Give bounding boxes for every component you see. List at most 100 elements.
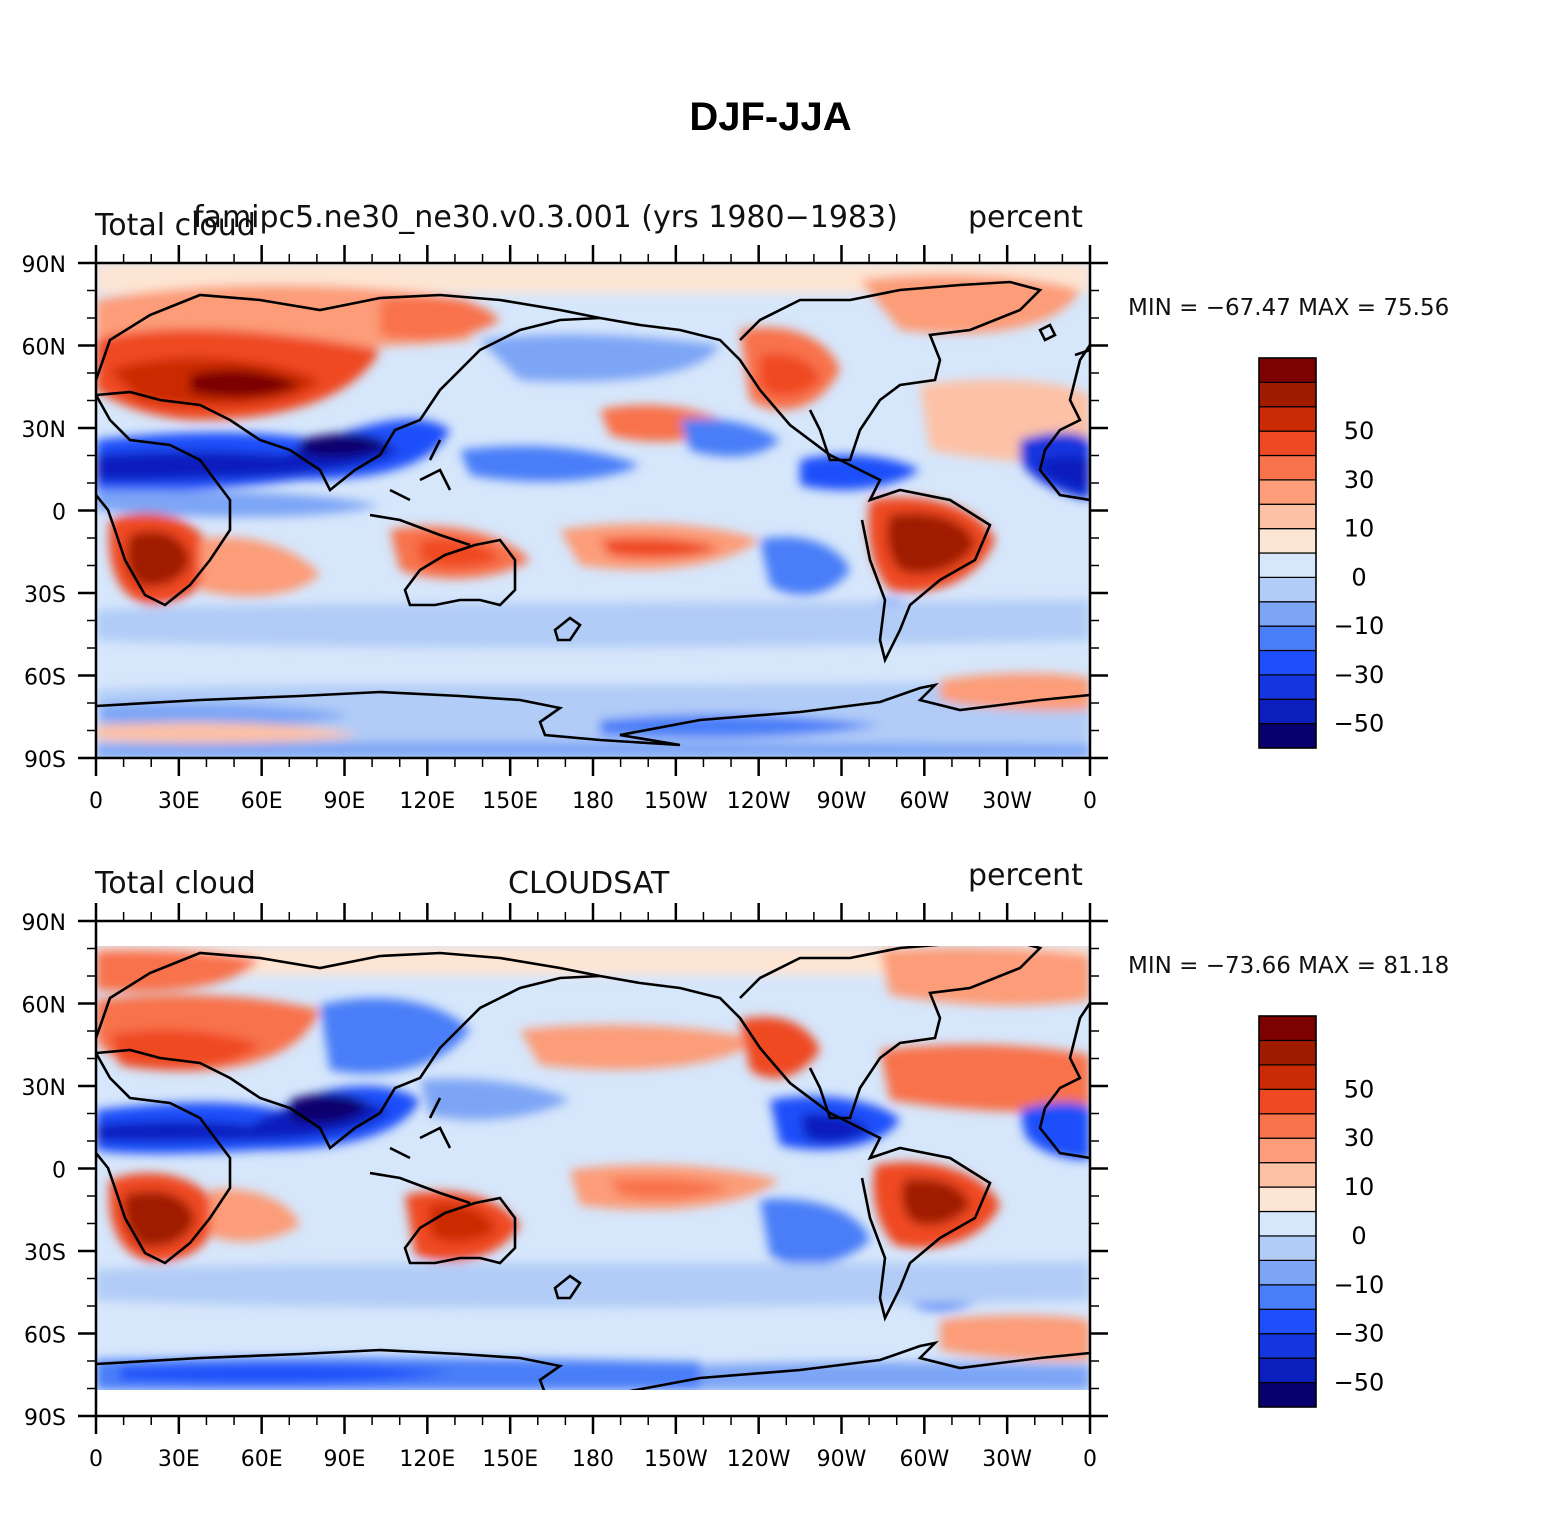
colorbar-label: −30 xyxy=(1334,661,1385,689)
page-title: DJF-JJA xyxy=(689,95,852,139)
colorbar-box xyxy=(1258,1308,1317,1335)
panel2-map xyxy=(94,919,1092,1418)
colorbar-box xyxy=(1258,1333,1317,1359)
lon-label: 0 xyxy=(1083,789,1097,814)
colorbar-box xyxy=(1258,601,1317,627)
panel2-case-label: CLOUDSAT xyxy=(508,866,670,901)
colorbar-box xyxy=(1258,552,1317,578)
panel1-case-label: famipc5.ne30_ne30.v0.3.001 (yrs 1980−198… xyxy=(193,200,898,235)
colorbar-box xyxy=(1258,406,1317,432)
colorbar-label: −10 xyxy=(1334,1271,1385,1299)
colorbar-box xyxy=(1258,1235,1317,1261)
colorbar-box xyxy=(1258,1186,1317,1213)
lon-label: 60W xyxy=(899,1447,949,1472)
colorbar-label: 50 xyxy=(1344,1075,1375,1103)
panel1-variable-label: Total cloud xyxy=(95,208,256,243)
panel2-coastlines xyxy=(96,946,1090,1390)
colorbar-box xyxy=(1258,1088,1317,1115)
colorbar-label: 10 xyxy=(1344,515,1375,543)
lon-label: 30E xyxy=(158,789,200,814)
colorbar-box xyxy=(1258,1357,1317,1384)
lon-label: 90W xyxy=(817,1447,867,1472)
lat-label: 90S xyxy=(24,1406,66,1431)
lon-label: 120W xyxy=(727,789,791,814)
colorbar-layer: 50 30 10 0 −10 −30 −50 50 30 10 0 −10 −30 −50 xyxy=(1258,357,1385,1408)
colorbar-label: −10 xyxy=(1334,612,1385,640)
lon-label: 120E xyxy=(399,789,455,814)
colorbar-label: −50 xyxy=(1334,710,1385,738)
lon-label: 90W xyxy=(817,789,867,814)
colorbar-box xyxy=(1258,723,1317,749)
lon-label: 0 xyxy=(1083,1447,1097,1472)
colorbar-box xyxy=(1258,1064,1317,1090)
colorbar-box xyxy=(1258,1284,1317,1310)
colorbar-box xyxy=(1258,576,1317,603)
lon-label: 150E xyxy=(482,789,538,814)
colorbar-box xyxy=(1258,430,1317,457)
panel1-coastlines xyxy=(96,280,1090,747)
colorbar-box xyxy=(1258,1381,1317,1408)
panel2-minmax: MIN = −73.66 MAX = 81.18 xyxy=(1128,953,1450,979)
colorbar-box xyxy=(1258,1137,1317,1164)
panel2-units-label: percent xyxy=(968,858,1083,893)
colorbar-box xyxy=(1258,503,1317,530)
colorbar-label: 50 xyxy=(1344,417,1375,445)
colorbar-box xyxy=(1258,381,1317,408)
lon-label: 180 xyxy=(572,1447,614,1472)
lon-label: 120W xyxy=(727,1447,791,1472)
colorbar-label: 10 xyxy=(1344,1173,1375,1201)
colorbar-frame xyxy=(1258,357,1317,749)
colorbar-box xyxy=(1258,1015,1317,1042)
colorbar-box xyxy=(1258,479,1317,505)
colorbar-box xyxy=(1258,1039,1317,1066)
panel1-map xyxy=(94,261,1092,760)
lon-label: 0 xyxy=(89,789,103,814)
lat-label: 90S xyxy=(24,748,66,773)
colorbar-box xyxy=(1258,1113,1317,1139)
colorbar-box xyxy=(1258,1210,1317,1237)
colorbar-label: −50 xyxy=(1334,1369,1385,1397)
lat-label: 60N xyxy=(22,994,66,1019)
lat-label: 90N xyxy=(22,911,66,936)
lat-label: 30S xyxy=(24,583,66,608)
lon-label: 90E xyxy=(324,789,366,814)
colorbar-label: −30 xyxy=(1334,1320,1385,1348)
colorbar-label: 0 xyxy=(1351,1222,1366,1250)
lat-label: 90N xyxy=(22,253,66,278)
lon-label: 150E xyxy=(482,1447,538,1472)
lat-label: 0 xyxy=(52,1159,66,1184)
lon-label: 30E xyxy=(158,1447,200,1472)
colorbar-box xyxy=(1258,698,1317,725)
lon-label: 30W xyxy=(982,1447,1032,1472)
lon-label: 180 xyxy=(572,789,614,814)
lon-label: 60W xyxy=(899,789,949,814)
colorbar-box xyxy=(1258,1162,1317,1188)
lon-label: 90E xyxy=(324,1447,366,1472)
colorbar-label: 30 xyxy=(1344,466,1375,494)
colorbar-box xyxy=(1258,625,1317,652)
lat-label: 30S xyxy=(24,1241,66,1266)
colorbar-box xyxy=(1258,454,1317,481)
colorbar-box xyxy=(1258,528,1317,554)
panel2-variable-label: Total cloud xyxy=(95,866,256,901)
colorbar-label: 0 xyxy=(1351,563,1366,591)
lon-label: 150W xyxy=(644,789,708,814)
lat-label: 30N xyxy=(22,1076,66,1101)
colorbar-label: 30 xyxy=(1344,1124,1375,1152)
lon-label: 60E xyxy=(241,1447,283,1472)
lon-label: 150W xyxy=(644,1447,708,1472)
colorbar-box xyxy=(1258,674,1317,700)
axes-layer: 90N 60N 30N 0 30S 60S 90S 0 30E 60E 90E 120E 150E 180… xyxy=(22,245,1108,1472)
lat-label: 60S xyxy=(24,666,66,691)
lon-label: 60E xyxy=(241,789,283,814)
colorbar-box xyxy=(1258,1259,1317,1286)
lat-label: 0 xyxy=(52,501,66,526)
lon-label: 30W xyxy=(982,789,1032,814)
colorbar-box xyxy=(1258,649,1317,676)
lat-label: 30N xyxy=(22,418,66,443)
panel1-units-label: percent xyxy=(968,200,1083,235)
colorbar-frame xyxy=(1258,1015,1317,1408)
lon-label: 120E xyxy=(399,1447,455,1472)
colorbar-box xyxy=(1258,357,1317,383)
